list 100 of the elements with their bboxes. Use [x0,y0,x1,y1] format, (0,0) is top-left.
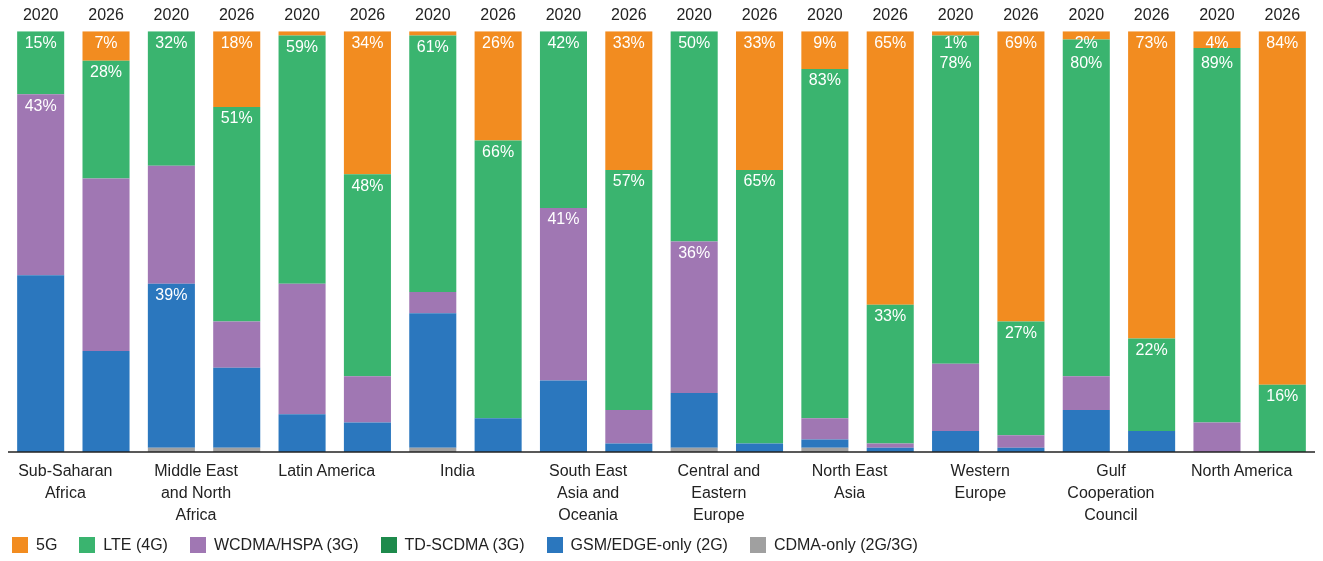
x-tick-label: 2020 [545,6,582,24]
legend-label: GSM/EDGE-only (2G) [570,536,728,554]
data-label: 84% [1266,33,1299,51]
x-tick-label: 2026 [1133,6,1170,24]
x-tick-label: 2026 [88,6,124,24]
text: Gulf Cooperation Council [1066,461,1156,525]
bar [1062,376,1110,410]
x-tick-label: 2020 [153,6,190,24]
text: Sub-Saharan Africa [17,461,114,503]
bar [1128,430,1176,452]
text: North America [1189,461,1294,481]
bar [147,165,195,284]
bar [278,414,326,452]
bar [474,31,522,141]
data-label: 69% [1004,33,1037,51]
x-tick-label: 2026 [218,6,255,24]
bar [1128,338,1176,431]
bar [474,140,522,419]
legend-label: WCDMA/HSPA (3G) [213,536,359,554]
bar [343,376,391,423]
x-tick-label: 2026 [611,6,647,24]
bar [670,393,718,448]
x-tick-label: 2020 [414,6,451,24]
data-label: 78% [939,53,972,71]
data-label: 65% [743,172,776,190]
bar [1193,422,1241,452]
data-label: 80% [1070,53,1103,71]
bar [213,106,261,322]
bar [1258,384,1306,452]
bar [670,241,718,394]
x-tick-label: 2026 [349,6,386,24]
bar [932,35,980,364]
data-label: 28% [90,63,123,81]
data-label: 83% [808,71,841,89]
data-label: 42% [547,33,580,51]
text: Latin America [277,461,377,481]
bar [278,35,326,284]
text: Central and Eastern Europe [676,461,762,525]
bar [213,321,261,368]
bar [866,304,914,444]
data-label: 4% [1205,33,1229,51]
bar [736,170,784,444]
bar [866,31,914,305]
data-label: 41% [547,210,580,228]
data-label: 59% [286,37,319,55]
data-label: 33% [612,33,645,51]
legend-label: LTE (4G) [103,536,168,554]
x-tick-label: 2026 [872,6,909,24]
bar [278,283,326,415]
x-tick-label: 2020 [284,6,320,24]
text: Western Europe [949,461,1011,503]
x-tick-label: 2020 [1068,6,1105,24]
data-label: 50% [678,33,711,51]
data-label: 65% [874,33,907,51]
data-label: 57% [612,172,645,190]
bar [539,207,587,381]
x-tick-label: 2026 [1264,6,1301,24]
data-label: 73% [1135,33,1168,51]
bar [409,313,457,448]
bar [17,94,65,276]
bar [1128,31,1176,339]
bar [1258,31,1306,385]
x-tick-label: 2020 [1199,6,1235,24]
data-label: 7% [94,33,118,51]
bar [736,31,784,171]
data-label: 1% [944,33,968,51]
bar [343,174,391,377]
bar [147,283,195,448]
legend-label: 5G [36,536,58,554]
legend-label: CDMA-only (2G/3G) [773,536,918,554]
bar [539,380,587,452]
bar [801,439,849,448]
bar [605,31,653,171]
bar [17,275,65,452]
data-label: 66% [482,143,515,161]
bar [997,31,1045,322]
data-label: 48% [351,176,384,194]
x-tick-label: 2026 [480,6,517,24]
bar [82,351,130,452]
data-label: 9% [813,33,837,51]
legend-label: TD-SCDMA (3G) [404,536,525,554]
bar [343,31,391,175]
bar [474,418,522,452]
data-label: 43% [24,96,57,114]
bar [1062,409,1110,452]
bar [670,31,718,242]
bar [82,178,130,352]
bar [147,31,195,166]
bar [605,409,653,444]
bar [409,292,457,314]
bar [801,418,849,440]
data-label: 16% [1266,387,1299,405]
bar [213,367,261,448]
x-tick-label: 2020 [807,6,843,24]
data-label: 34% [351,33,384,51]
x-tick-label: 2020 [676,6,713,24]
bar [997,321,1045,436]
bar [932,363,980,431]
data-label: 27% [1004,323,1037,341]
data-label: 32% [155,33,188,51]
